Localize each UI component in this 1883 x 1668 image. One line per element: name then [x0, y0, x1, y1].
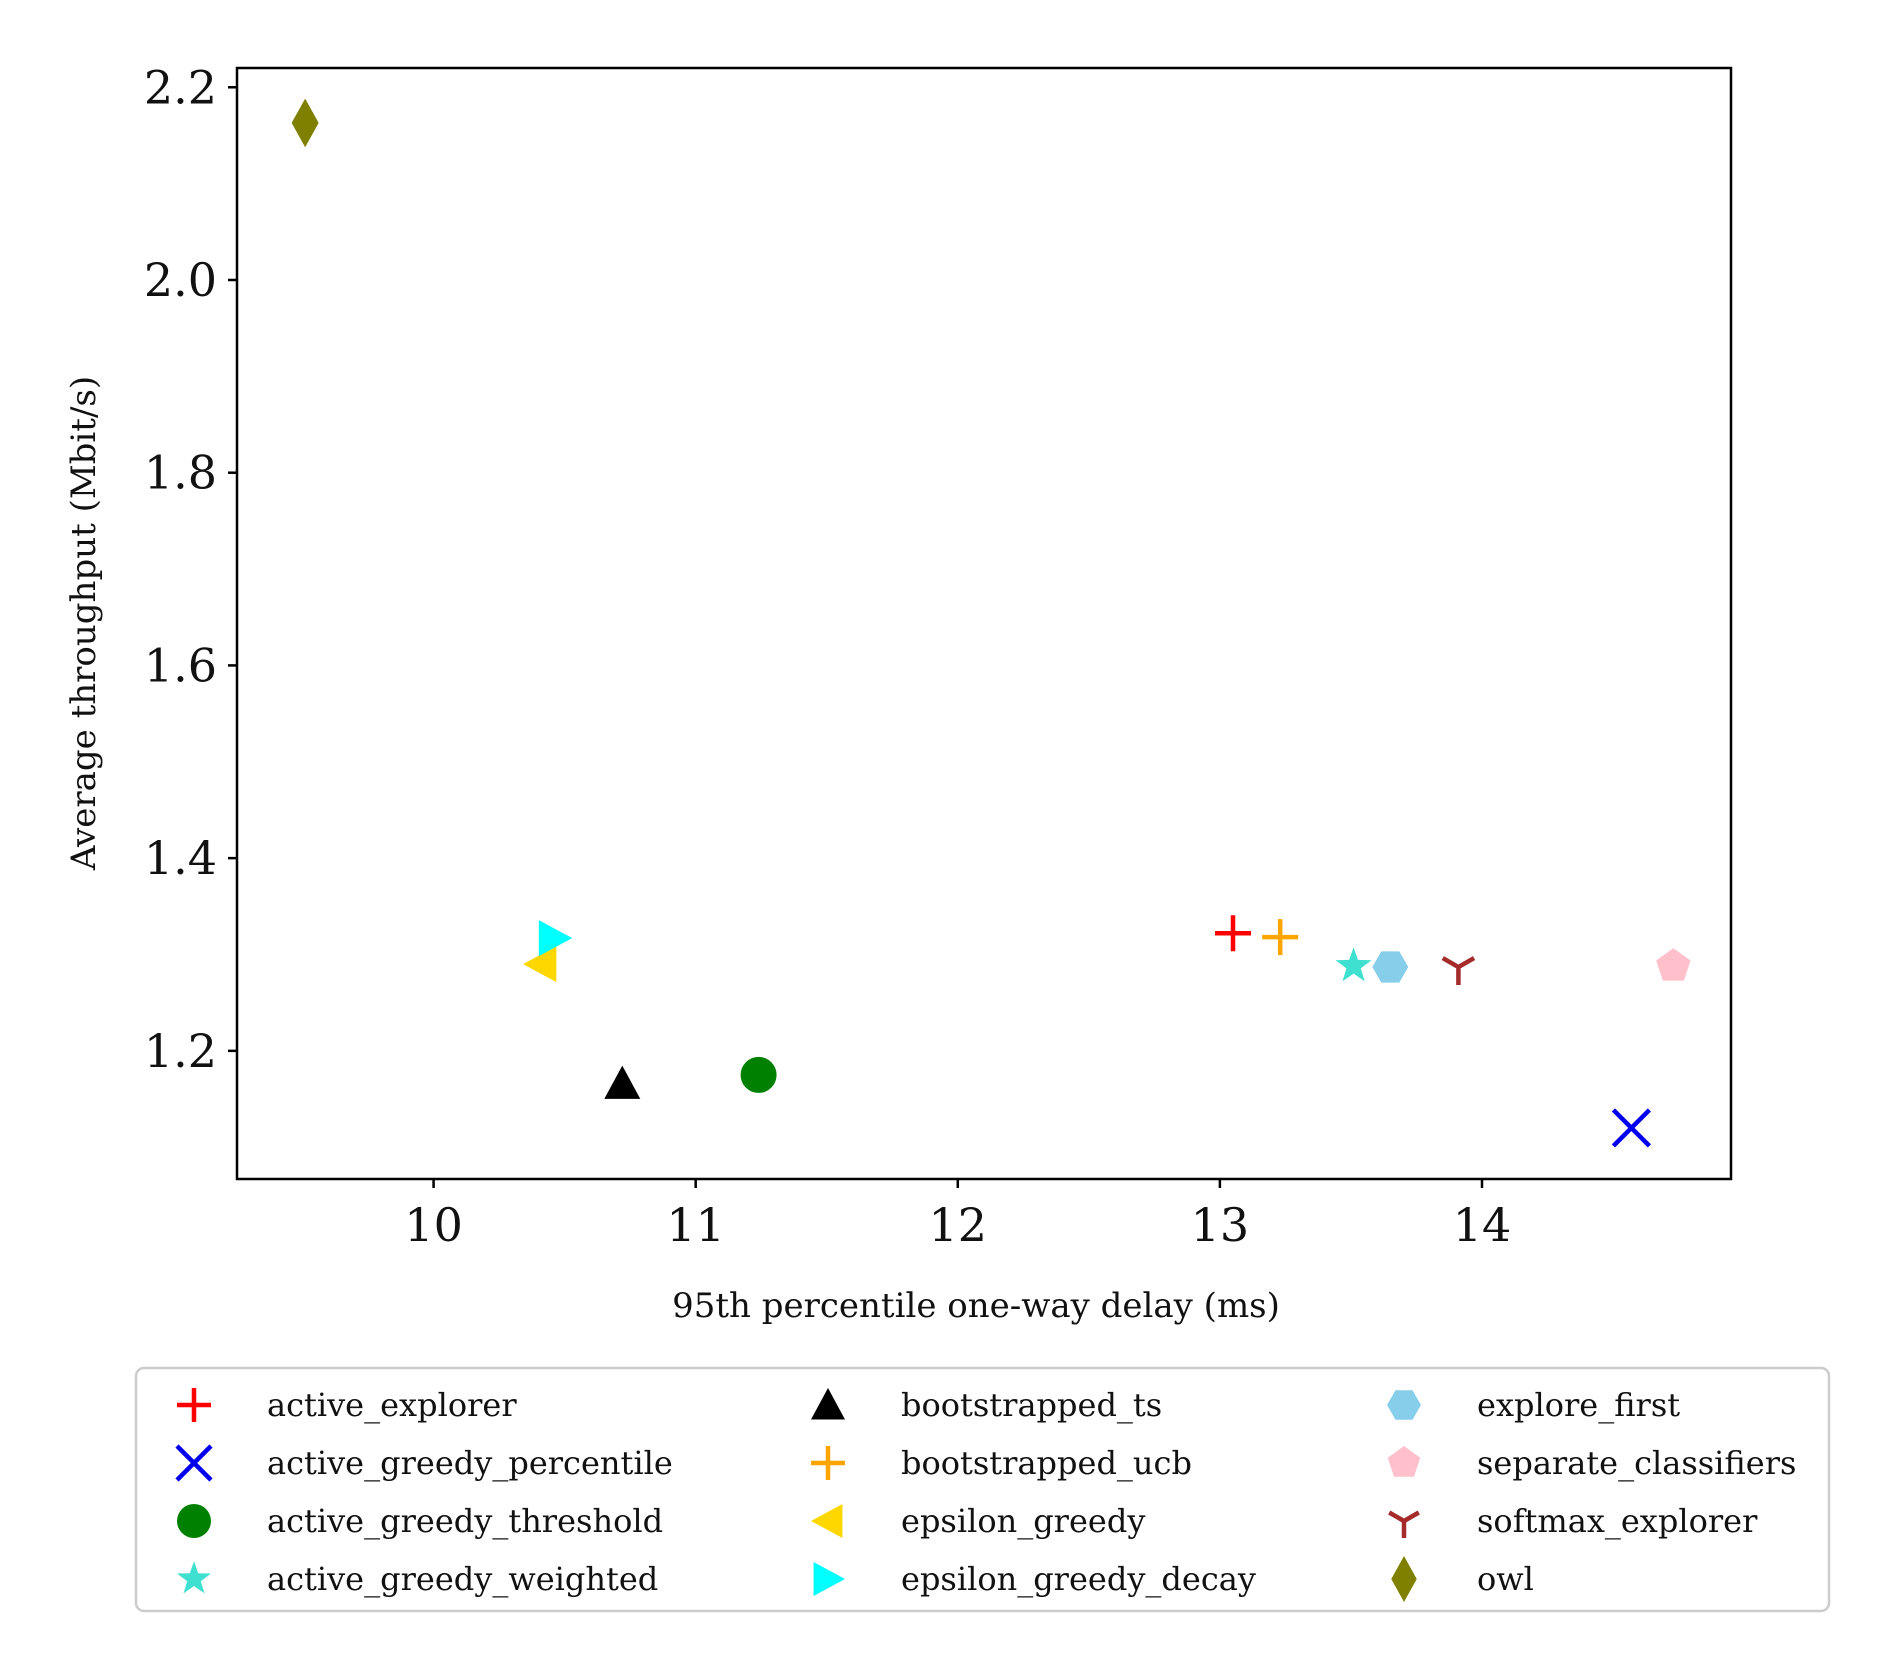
- legend-marker: [177, 1561, 211, 1594]
- legend-entry-epsilon-greedy: epsilon_greedy: [811, 1502, 1145, 1540]
- data-points: [291, 98, 1691, 1148]
- legend-marker: [1387, 1390, 1421, 1420]
- legend-entry-separate-classifiers: separate_classifiers: [1387, 1444, 1796, 1482]
- legend-entry-owl: owl: [1391, 1556, 1534, 1602]
- legend-marker: [175, 1444, 213, 1482]
- legend-marker: [1388, 1510, 1420, 1538]
- y-tick-label: 2.2: [144, 60, 217, 114]
- point-owl: [291, 98, 319, 148]
- legend-marker: [811, 1504, 843, 1538]
- legend-entry-active-greedy-threshold: active_greedy_threshold: [177, 1502, 663, 1540]
- point-softmax-explorer: [1441, 956, 1476, 986]
- legend-entry-bootstrapped-ucb: bootstrapped_ucb: [811, 1444, 1192, 1482]
- legend-label: active_greedy_threshold: [267, 1502, 663, 1540]
- legend-marker: [177, 1504, 211, 1538]
- legend-label: separate_classifiers: [1477, 1444, 1796, 1482]
- legend-label: active_greedy_percentile: [267, 1444, 673, 1482]
- legend-marker: [811, 1388, 845, 1420]
- legend-entry-active-greedy-weighted: active_greedy_weighted: [177, 1560, 658, 1598]
- legend-label: bootstrapped_ts: [901, 1386, 1162, 1424]
- x-axis-label: 95th percentile one-way delay (ms): [672, 1286, 1280, 1326]
- legend-label: owl: [1477, 1560, 1534, 1598]
- point-separate-classifiers: [1656, 948, 1691, 981]
- x-tick-label: 14: [1453, 1198, 1512, 1252]
- x-tick-label: 12: [929, 1198, 988, 1252]
- legend-marker: [1387, 1446, 1421, 1477]
- x-tick-label: 11: [666, 1198, 725, 1252]
- point-active-greedy-weighted: [1335, 947, 1372, 982]
- legend-entry-softmax-explorer: softmax_explorer: [1388, 1502, 1758, 1540]
- x-axis-ticks: 10 11 12 13 14: [404, 1179, 1511, 1252]
- point-explore-first: [1372, 951, 1409, 983]
- point-active-explorer: [1215, 915, 1251, 952]
- y-tick-label: 2.0: [144, 253, 217, 307]
- legend-entry-active-greedy-percentile: active_greedy_percentile: [175, 1444, 673, 1482]
- legend-label: epsilon_greedy_decay: [901, 1560, 1256, 1598]
- legend-marker: [811, 1446, 845, 1480]
- y-tick-label: 1.4: [144, 831, 217, 885]
- legend-marker: [1391, 1556, 1417, 1602]
- legend-entry-epsilon-greedy-decay: epsilon_greedy_decay: [813, 1560, 1256, 1598]
- legend-label: bootstrapped_ucb: [901, 1444, 1192, 1482]
- legend-label: active_greedy_weighted: [267, 1560, 658, 1598]
- x-tick-label: 10: [404, 1198, 463, 1252]
- legend-box: [134, 1366, 1831, 1613]
- point-active-greedy-percentile: [1611, 1108, 1651, 1148]
- point-bootstrapped-ucb: [1262, 919, 1299, 956]
- legend: active_explorer active_greedy_percentilea…: [175, 1386, 1796, 1602]
- legend-entry-active-explorer: active_explorer: [177, 1386, 517, 1424]
- point-active-greedy-threshold: [740, 1056, 777, 1093]
- y-axis-ticks: 1.2 1.4 1.6 1.8 2.0 2.2: [144, 60, 237, 1078]
- x-tick-label: 13: [1191, 1198, 1250, 1252]
- point-epsilon-greedy: [523, 946, 557, 983]
- legend-entry-explore-first: explore_first: [1387, 1386, 1680, 1424]
- plot-frame: [235, 66, 1733, 1181]
- y-axis-label: Average throughput (Mbit/s): [64, 376, 104, 871]
- legend-label: explore_first: [1477, 1386, 1680, 1424]
- y-tick-label: 1.6: [144, 638, 217, 692]
- legend-marker: [177, 1388, 211, 1422]
- point-epsilon-greedy-decay: [538, 920, 573, 957]
- y-tick-label: 1.2: [144, 1024, 217, 1078]
- legend-marker: [813, 1562, 845, 1596]
- legend-entry-bootstrapped-ts: bootstrapped_ts: [811, 1386, 1162, 1424]
- legend-label: softmax_explorer: [1477, 1502, 1758, 1540]
- legend-label: active_explorer: [267, 1386, 517, 1424]
- legend-label: epsilon_greedy: [901, 1502, 1145, 1540]
- point-bootstrapped-ts: [604, 1065, 641, 1099]
- y-tick-label: 1.8: [144, 446, 217, 500]
